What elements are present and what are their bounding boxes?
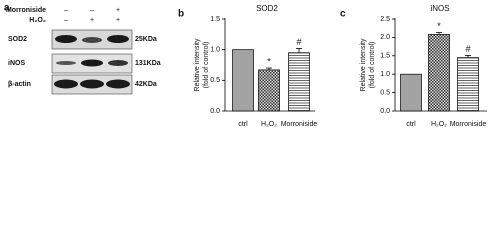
error-bar [296,48,302,53]
chart: c iNOS Relative intensity (fold of control)… [340,4,487,128]
treatment-sign: – [64,17,68,24]
error-bar [465,55,471,58]
band [56,61,76,65]
y-axis-label: Relative intensity [194,38,201,91]
bands [54,35,130,89]
significance-mark: * [267,56,271,66]
panel-label: b [178,9,184,20]
bar [400,73,422,112]
page: a Morroniside – – + H₂O₂ – + + SOD2 25KDa iNOS 131K… [4,2,487,128]
band [54,79,78,89]
bar [457,57,479,112]
treatment-label: Morroniside [6,7,46,14]
x-tick-label: ctrl [238,121,248,128]
x-tick-label: ctrl [406,121,416,128]
y-tick-label: 2.0 [380,34,390,41]
bar [288,52,310,112]
panel-label: a [4,3,10,14]
y-tick-label: 0.5 [380,89,390,96]
chart: b SOD2 Relative intensity (fold of control)… [178,4,317,128]
chart-title: iNOS [430,4,449,13]
treatment-sign: – [64,7,68,14]
band [108,60,128,66]
x-tick-label: Morroniside [450,121,487,128]
y-axis-label: (fold of control) [369,42,376,89]
treatment-sign: – [90,7,94,14]
panel-label: c [340,9,346,20]
significance-mark: # [465,44,470,54]
y-tick-label: 0.0 [210,108,220,115]
band [107,35,129,43]
y-tick-label: 1.5 [210,16,220,23]
y-tick-label: 1.0 [380,71,390,78]
y-axis-label: (fold of control) [203,42,210,89]
figure: a Morroniside – – + H₂O₂ – + + SOD2 25KDa iNOS 131K… [4,3,487,128]
band [55,35,77,43]
bar [428,34,450,112]
treatment-sign: + [116,17,120,24]
band [106,79,130,89]
band-name: SOD2 [8,36,27,43]
y-tick-label: 2.5 [380,16,390,23]
band [81,59,103,67]
treatment-label: H₂O₂ [29,17,46,24]
band-size: 25KDa [135,36,157,43]
bar [258,69,280,112]
band [80,79,104,89]
x-tick-label: H₂O₂ [261,121,277,128]
treatment-sign: + [90,17,94,24]
bar [232,49,254,112]
x-tick-label: Morroniside [281,121,318,128]
error-bar [266,67,272,70]
treatment-sign: + [116,7,120,14]
band-size: 42KDa [135,81,157,88]
band [82,37,102,43]
significance-mark: * [437,21,441,31]
y-axis-label: Relative intensity [360,38,367,91]
error-bar [436,32,442,35]
band-size: 131KDa [135,60,161,67]
y-tick-label: 1.0 [210,47,220,54]
significance-mark: # [296,37,301,47]
band-name: iNOS [8,60,25,67]
blot-panel: a [4,3,133,95]
chart-title: SOD2 [256,4,278,13]
band-name: β-actin [8,81,31,88]
y-tick-label: 1.5 [380,53,390,60]
x-tick-label: H₂O₂ [431,121,447,128]
y-tick-label: 0.5 [210,77,220,84]
y-tick-label: 0.0 [380,108,390,115]
